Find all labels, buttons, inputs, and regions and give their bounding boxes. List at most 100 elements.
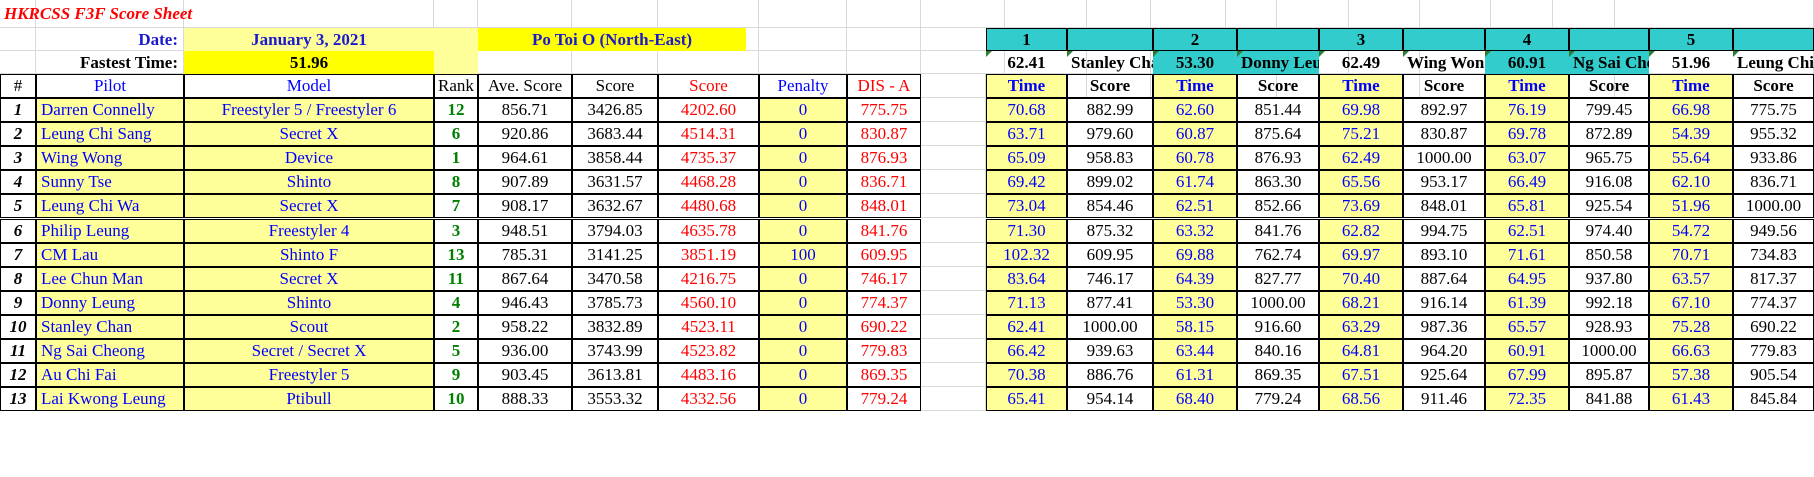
score-value[interactable]: 3794.03	[572, 218, 658, 243]
round-time-value[interactable]: 66.98	[1649, 98, 1733, 123]
round-score-value[interactable]: 965.75	[1569, 146, 1649, 171]
round-score-value[interactable]: 836.71	[1733, 170, 1814, 195]
penalty-value[interactable]: 0	[759, 146, 847, 171]
round-time-value[interactable]: 63.29	[1319, 314, 1403, 339]
round-time-value[interactable]: 69.98	[1319, 98, 1403, 123]
score-value[interactable]: 3553.32	[572, 387, 658, 412]
grid-cell[interactable]	[1553, 0, 1615, 28]
grid-cell[interactable]	[1087, 0, 1151, 28]
row-number[interactable]: 11	[0, 339, 36, 364]
round-time-value[interactable]: 63.44	[1153, 339, 1237, 364]
round-score-value[interactable]: 779.83	[1733, 339, 1814, 364]
round-best-time-2[interactable]: 53.30	[1153, 51, 1237, 74]
blank-column-cell[interactable]	[921, 290, 986, 315]
round-time-value[interactable]: 75.28	[1649, 314, 1733, 339]
round-score-value[interactable]: 916.08	[1569, 170, 1649, 195]
round-time-value[interactable]: 75.21	[1319, 122, 1403, 147]
round-score-value[interactable]: 852.66	[1237, 194, 1319, 219]
round-time-value[interactable]: 70.40	[1319, 266, 1403, 291]
blank-column-cell[interactable]	[921, 98, 986, 123]
ave-score-value[interactable]: 958.22	[478, 314, 572, 339]
dis-a-value[interactable]: 876.93	[847, 146, 921, 171]
round-score-value[interactable]: 830.87	[1403, 122, 1485, 147]
round-score-value[interactable]: 953.17	[1403, 170, 1485, 195]
rank-value[interactable]: 1	[434, 146, 478, 171]
penalty-value[interactable]: 0	[759, 266, 847, 291]
yellow-spacer[interactable]	[434, 28, 478, 74]
grid-cell[interactable]	[1226, 0, 1277, 28]
round-number-5[interactable]: 5	[1649, 28, 1733, 51]
round-best-time-4[interactable]: 60.91	[1485, 51, 1569, 74]
grid-cell[interactable]	[1349, 51, 1420, 74]
grid-cell[interactable]	[1277, 0, 1349, 28]
blank-column-cell[interactable]	[921, 242, 986, 267]
round-score-value[interactable]: 854.46	[1067, 194, 1153, 219]
round-score-value[interactable]: 869.35	[1237, 363, 1319, 388]
rank-value[interactable]: 6	[434, 122, 478, 147]
score-value[interactable]: 3858.44	[572, 146, 658, 171]
blank-column-cell[interactable]	[921, 194, 986, 219]
score-total-value[interactable]: 4560.10	[658, 290, 759, 315]
dis-a-value[interactable]: 690.22	[847, 314, 921, 339]
round-time-value[interactable]: 71.61	[1485, 242, 1569, 267]
dis-a-value[interactable]: 836.71	[847, 170, 921, 195]
header-round-score-3[interactable]: Score	[1403, 74, 1485, 98]
grid-cell[interactable]	[1087, 51, 1151, 74]
round-best-pilot-1[interactable]: Stanley Chan	[1067, 51, 1153, 74]
row-number[interactable]: 8	[0, 266, 36, 291]
round-time-value[interactable]: 66.49	[1485, 170, 1569, 195]
score-total-value[interactable]: 3851.19	[658, 242, 759, 267]
round-score-value[interactable]: 893.10	[1403, 242, 1485, 267]
row-number[interactable]: 10	[0, 314, 36, 339]
grid-cell[interactable]	[921, 0, 1005, 28]
round-score-value[interactable]: 911.46	[1403, 387, 1485, 412]
round-time-value[interactable]: 71.30	[986, 218, 1067, 243]
round-score-value[interactable]: 872.89	[1569, 122, 1649, 147]
round-score-value[interactable]: 925.64	[1403, 363, 1485, 388]
round-time-value[interactable]: 66.42	[986, 339, 1067, 364]
grid-cell[interactable]	[0, 0, 36, 28]
round-time-value[interactable]: 62.10	[1649, 170, 1733, 195]
round-time-value[interactable]: 63.07	[1485, 146, 1569, 171]
ave-score-value[interactable]: 908.17	[478, 194, 572, 219]
model-name[interactable]: Freestyler 4	[184, 218, 434, 243]
round-number-3[interactable]: 3	[1319, 28, 1403, 51]
round-time-value[interactable]: 67.10	[1649, 290, 1733, 315]
round-time-value[interactable]: 68.56	[1319, 387, 1403, 412]
ave-score-value[interactable]: 964.61	[478, 146, 572, 171]
score-total-value[interactable]: 4216.75	[658, 266, 759, 291]
grid-cell[interactable]	[759, 0, 847, 28]
dis-a-value[interactable]: 775.75	[847, 98, 921, 123]
dis-a-value[interactable]: 869.35	[847, 363, 921, 388]
header-rank[interactable]: Rank	[434, 74, 478, 98]
pilot-name[interactable]: Leung Chi Wa	[36, 194, 184, 219]
round-time-value[interactable]: 60.78	[1153, 146, 1237, 171]
header-round-score-4[interactable]: Score	[1569, 74, 1649, 98]
round-score-value[interactable]: 779.24	[1237, 387, 1319, 412]
grid-cell[interactable]	[1151, 0, 1226, 28]
header-time-2[interactable]: Time	[1153, 74, 1237, 98]
dis-a-value[interactable]: 774.37	[847, 290, 921, 315]
header-num[interactable]: #	[0, 74, 36, 98]
round-time-value[interactable]: 64.39	[1153, 266, 1237, 291]
round-score-value[interactable]: 955.32	[1733, 122, 1814, 147]
date-label[interactable]: Date:	[138, 29, 178, 49]
header-round-score-2[interactable]: Score	[1237, 74, 1319, 98]
round-time-value[interactable]: 102.32	[986, 242, 1067, 267]
row-number[interactable]: 12	[0, 363, 36, 388]
blank-column-cell[interactable]	[921, 218, 986, 243]
header-time-5[interactable]: Time	[1649, 74, 1733, 98]
score-total-value[interactable]: 4635.78	[658, 218, 759, 243]
score-total-value[interactable]: 4735.37	[658, 146, 759, 171]
blank-column-cell[interactable]	[921, 146, 986, 171]
ave-score-value[interactable]: 946.43	[478, 290, 572, 315]
model-name[interactable]: Shinto	[184, 290, 434, 315]
round-score-value[interactable]: 1000.00	[1237, 290, 1319, 315]
fastest-label[interactable]: Fastest Time:	[79, 52, 178, 72]
round-score-value[interactable]: 933.86	[1733, 146, 1814, 171]
grid-cell[interactable]	[1349, 0, 1420, 28]
pilot-name[interactable]: Sunny Tse	[36, 170, 184, 195]
score-value[interactable]: 3632.67	[572, 194, 658, 219]
score-value[interactable]: 3832.89	[572, 314, 658, 339]
header-round-score-1[interactable]: Score	[1067, 74, 1153, 98]
